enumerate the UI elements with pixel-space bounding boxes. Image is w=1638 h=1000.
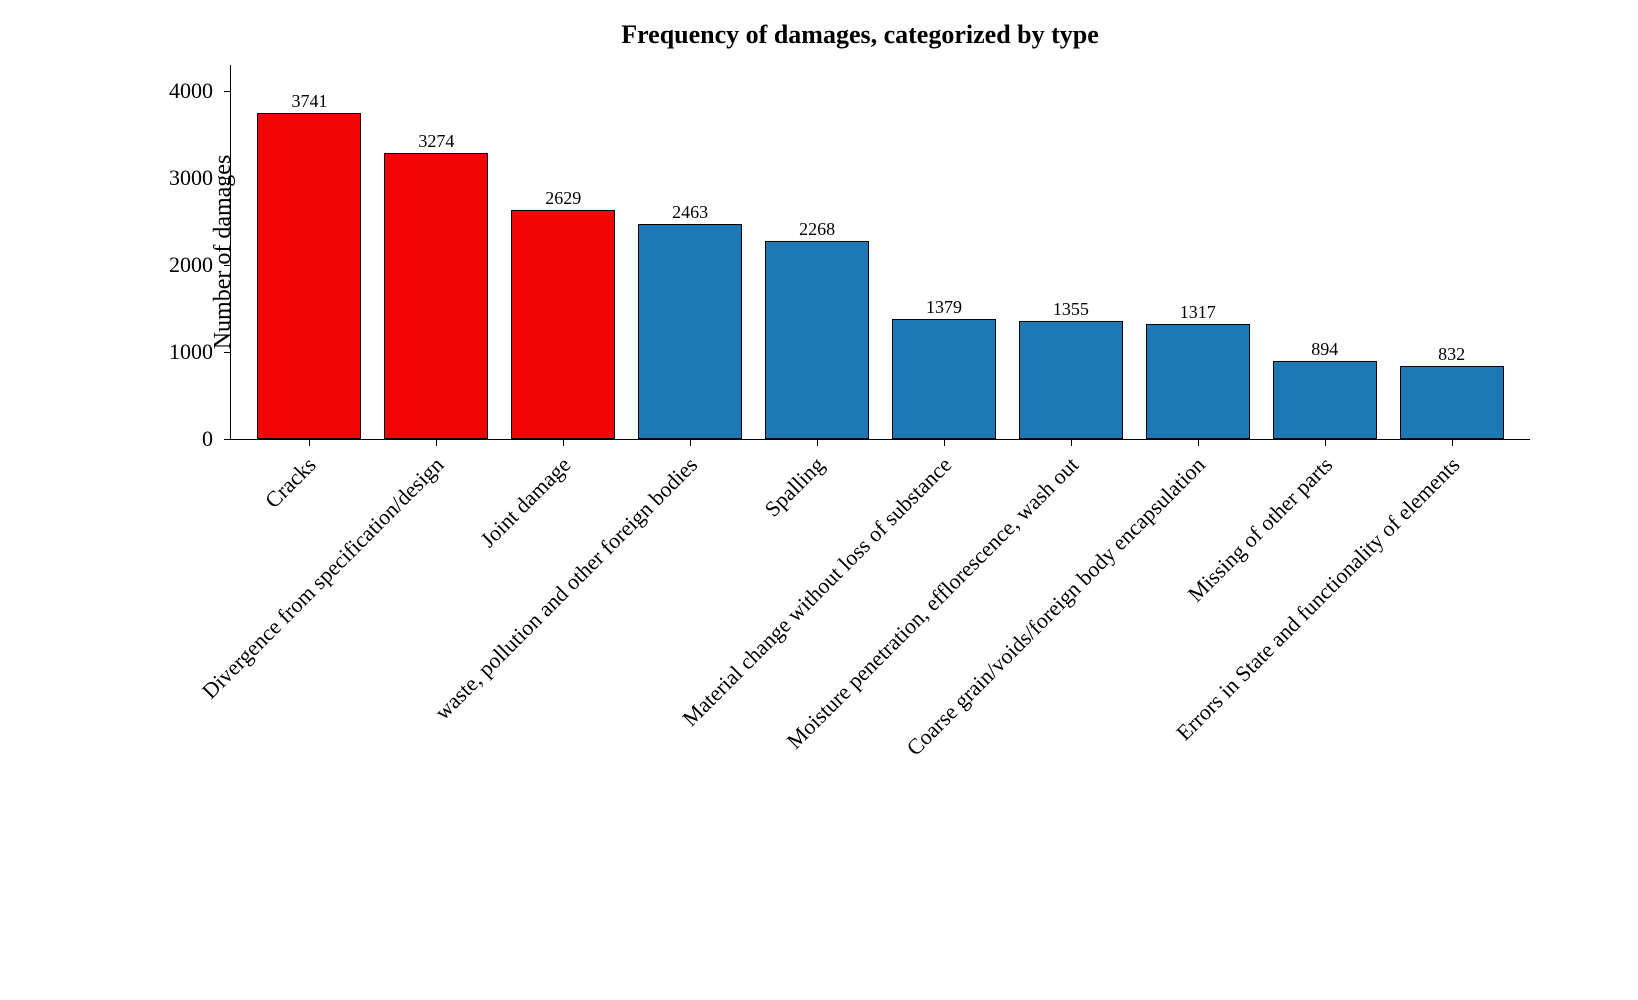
y-tick: 3000 [169, 165, 221, 191]
bars-area: 3741 3274 2629 2463 2268 1379 1355 1317 894 832 [231, 65, 1530, 439]
bar-slot: 2268 [754, 65, 881, 439]
bar-value-label: 832 [1438, 345, 1465, 363]
y-tick-label: 3000 [169, 165, 221, 190]
bar [1019, 321, 1123, 439]
bar-value-label: 3274 [418, 132, 454, 150]
bar-slot: 2629 [500, 65, 627, 439]
bar-slot: 1379 [881, 65, 1008, 439]
bar [1400, 366, 1504, 439]
x-axis-category-label: waste, pollution and other foreign bodie… [430, 452, 703, 725]
bar-value-label: 894 [1311, 340, 1338, 358]
bar-value-label: 1379 [926, 298, 962, 316]
y-tick-mark [224, 352, 231, 353]
bar-slot: 3741 [246, 65, 373, 439]
bar [384, 153, 488, 439]
bar-value-label: 2463 [672, 203, 708, 221]
y-tick: 0 [202, 426, 221, 452]
plot-area: Number of damages 01000200030004000 3741… [230, 65, 1530, 440]
y-tick-mark [224, 91, 231, 92]
bar-slot: 1355 [1007, 65, 1134, 439]
y-tick-label: 0 [202, 426, 221, 451]
bar-slot: 2463 [627, 65, 754, 439]
damages-bar-chart: Frequency of damages, categorized by typ… [170, 20, 1550, 1000]
y-tick-mark [224, 265, 231, 266]
y-tick: 2000 [169, 252, 221, 278]
x-axis-category-label: Coarse grain/voids/foreign body encapsul… [902, 452, 1211, 761]
bar [892, 319, 996, 439]
bar-value-label: 3741 [291, 92, 327, 110]
x-axis-category-label: Joint damage [475, 452, 576, 553]
x-axis-category-label: Cracks [260, 452, 322, 514]
x-axis-category-label: Moisture penetration, efflorescence, was… [782, 452, 1084, 754]
x-axis-labels: CracksDivergence from specification/desi… [230, 440, 1530, 990]
y-tick: 1000 [169, 339, 221, 365]
x-axis-category-label: Divergence from specification/design [197, 452, 449, 704]
bar-slot: 3274 [373, 65, 500, 439]
bar-value-label: 2268 [799, 220, 835, 238]
bar-slot: 1317 [1134, 65, 1261, 439]
bar [638, 224, 742, 439]
y-tick-label: 4000 [169, 78, 221, 103]
y-tick-label: 1000 [169, 339, 221, 364]
x-axis-category-label: Errors in State and functionality of ele… [1171, 452, 1465, 746]
bar-slot: 894 [1261, 65, 1388, 439]
y-tick-mark [224, 178, 231, 179]
y-tick: 4000 [169, 78, 221, 104]
bar-value-label: 2629 [545, 189, 581, 207]
x-axis-category-label: Material change without loss of substanc… [677, 452, 957, 732]
bar-slot: 832 [1388, 65, 1515, 439]
bar [1146, 324, 1250, 439]
bar-value-label: 1317 [1180, 303, 1216, 321]
bar [765, 241, 869, 439]
bar [1273, 361, 1377, 439]
bar-value-label: 1355 [1053, 300, 1089, 318]
bar [257, 113, 361, 439]
chart-title: Frequency of damages, categorized by typ… [170, 20, 1550, 50]
x-axis-category-label: Spalling [760, 452, 830, 522]
y-tick-label: 2000 [169, 252, 221, 277]
bar [511, 210, 615, 439]
